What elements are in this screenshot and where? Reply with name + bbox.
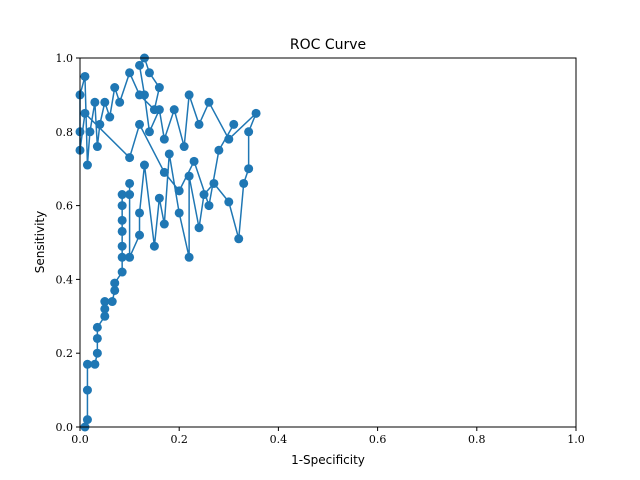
x-axis-label: 1-Specificity <box>291 453 365 467</box>
y-tick-label: 0.2 <box>56 347 74 360</box>
point <box>117 201 127 211</box>
x-tick-label: 0.0 <box>71 433 89 446</box>
point <box>80 71 90 81</box>
point <box>82 359 92 369</box>
point <box>85 127 95 137</box>
point <box>82 160 92 170</box>
point <box>184 90 194 100</box>
point <box>117 267 127 277</box>
point <box>229 119 239 129</box>
point <box>159 134 169 144</box>
point <box>80 108 90 118</box>
point <box>251 108 261 118</box>
point <box>117 215 127 225</box>
plot-frame <box>79 57 577 428</box>
point <box>105 112 115 122</box>
point <box>117 190 127 200</box>
y-tick-label: 0.6 <box>56 200 74 213</box>
chart-title: ROC Curve <box>290 37 366 53</box>
point <box>184 252 194 262</box>
y-tick-label: 1.0 <box>56 52 74 65</box>
y-tick-label: 0.0 <box>56 421 74 434</box>
point <box>144 127 154 137</box>
point <box>194 223 204 233</box>
point <box>184 171 194 181</box>
point <box>244 164 254 174</box>
point <box>82 385 92 395</box>
point <box>159 219 169 229</box>
point <box>174 186 184 196</box>
point <box>100 311 110 321</box>
roc-line <box>79 56 257 428</box>
point <box>100 297 110 307</box>
point <box>135 119 145 129</box>
point <box>135 230 145 240</box>
point <box>244 127 254 137</box>
point <box>135 90 145 100</box>
point <box>194 119 204 129</box>
x-tick-label: 0.4 <box>270 433 288 446</box>
point <box>92 322 102 332</box>
y-tick-label: 0.4 <box>56 273 74 286</box>
point <box>95 119 105 129</box>
point <box>149 241 159 251</box>
point <box>90 97 100 107</box>
point <box>204 97 214 107</box>
point <box>149 105 159 115</box>
point <box>92 142 102 152</box>
point <box>117 226 127 236</box>
point <box>125 153 135 163</box>
point <box>92 348 102 358</box>
point <box>110 285 120 295</box>
point <box>239 178 249 188</box>
x-tick-label: 0.8 <box>468 433 486 446</box>
point <box>189 156 199 166</box>
point <box>144 68 154 78</box>
point <box>125 68 135 78</box>
point <box>199 190 209 200</box>
point <box>100 97 110 107</box>
point <box>234 234 244 244</box>
point <box>115 97 125 107</box>
point <box>100 304 110 314</box>
point <box>125 252 135 262</box>
point <box>117 241 127 251</box>
point <box>92 333 102 343</box>
point <box>169 105 179 115</box>
y-tick-label: 0.8 <box>56 126 74 139</box>
point <box>224 197 234 207</box>
point <box>179 142 189 152</box>
point <box>209 178 219 188</box>
point <box>90 359 100 369</box>
point <box>214 145 224 155</box>
point <box>159 167 169 177</box>
x-tick-label: 1.0 <box>567 433 585 446</box>
point <box>107 297 117 307</box>
y-axis-label: Sensitivity <box>33 211 47 273</box>
x-tick-label: 0.2 <box>170 433 188 446</box>
x-tick-label: 0.6 <box>369 433 387 446</box>
point <box>164 149 174 159</box>
point <box>135 208 145 218</box>
point <box>110 83 120 93</box>
point <box>139 160 149 170</box>
point <box>82 415 92 425</box>
point <box>154 83 164 93</box>
point <box>125 178 135 188</box>
point <box>135 60 145 70</box>
point <box>204 201 214 211</box>
point <box>110 278 120 288</box>
point <box>117 252 127 262</box>
point <box>224 134 234 144</box>
point <box>125 190 135 200</box>
point <box>174 208 184 218</box>
point <box>154 193 164 203</box>
